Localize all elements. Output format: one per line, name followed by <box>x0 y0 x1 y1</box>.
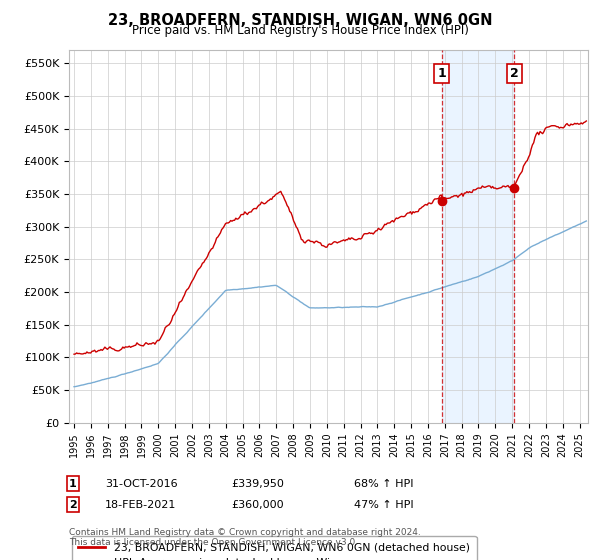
Text: Contains HM Land Registry data © Crown copyright and database right 2024.
This d: Contains HM Land Registry data © Crown c… <box>69 528 421 547</box>
Text: 68% ↑ HPI: 68% ↑ HPI <box>354 479 413 489</box>
Text: 2: 2 <box>510 67 518 80</box>
Text: 23, BROADFERN, STANDISH, WIGAN, WN6 0GN: 23, BROADFERN, STANDISH, WIGAN, WN6 0GN <box>108 13 492 28</box>
Bar <box>442 50 514 423</box>
Text: 18-FEB-2021: 18-FEB-2021 <box>105 500 176 510</box>
Text: 1: 1 <box>69 479 77 489</box>
Legend: 23, BROADFERN, STANDISH, WIGAN, WN6 0GN (detached house), HPI: Average price, de: 23, BROADFERN, STANDISH, WIGAN, WN6 0GN … <box>72 536 476 560</box>
Text: £360,000: £360,000 <box>231 500 284 510</box>
Text: 1: 1 <box>437 67 446 80</box>
Text: Price paid vs. HM Land Registry's House Price Index (HPI): Price paid vs. HM Land Registry's House … <box>131 24 469 36</box>
Text: 2: 2 <box>69 500 77 510</box>
Text: 31-OCT-2016: 31-OCT-2016 <box>105 479 178 489</box>
Text: £339,950: £339,950 <box>231 479 284 489</box>
Text: 47% ↑ HPI: 47% ↑ HPI <box>354 500 413 510</box>
